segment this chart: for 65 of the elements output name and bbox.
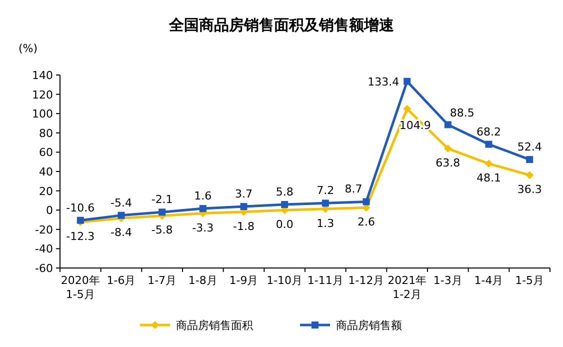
data-label: -5.8	[151, 224, 173, 237]
point	[526, 156, 534, 164]
x-tick-label: 1-6月	[106, 274, 136, 287]
point	[362, 198, 370, 206]
data-label: -1.8	[233, 220, 254, 233]
data-label: 68.2	[476, 125, 501, 138]
data-label: 48.1	[476, 172, 501, 185]
y-tick-label: 60	[39, 146, 53, 160]
point	[199, 205, 206, 212]
y-tick-label: 80	[39, 126, 53, 140]
data-label: -2.1	[151, 193, 173, 206]
point	[158, 208, 166, 216]
y-tick-label: -60	[35, 262, 53, 275]
point	[444, 121, 452, 128]
x-tick-label: 1-4月	[474, 274, 504, 287]
point	[484, 160, 493, 168]
y-tick-label: 20	[39, 184, 53, 198]
legend-label: 商品房销售面积	[176, 319, 253, 332]
point	[526, 171, 534, 180]
point	[281, 201, 288, 208]
point	[403, 104, 412, 113]
data-label: -5.4	[110, 196, 132, 210]
point	[404, 78, 411, 85]
x-tick-label: 1-5月	[515, 274, 544, 287]
data-label: 0.0	[276, 218, 294, 232]
chart-title: 全国商品房销售面积及销售额增速	[168, 16, 395, 34]
y-tick-label: 0	[46, 204, 53, 218]
data-label: 8.7	[344, 182, 362, 196]
data-label: 7.2	[316, 184, 334, 198]
data-label: -12.3	[66, 230, 95, 243]
x-tick-label: 1-8月	[188, 274, 218, 287]
point	[118, 212, 125, 219]
y-tick-label: 40	[39, 166, 53, 178]
data-label: 1.6	[194, 190, 212, 203]
y-tick-label: -40	[35, 242, 53, 256]
x-tick-label: 1-11月	[307, 274, 344, 287]
legend-label: 商品房销售额	[336, 319, 402, 332]
y-axis-title: (%)	[18, 42, 38, 55]
data-label: -8.4	[110, 226, 132, 240]
data-label: 52.4	[517, 140, 542, 154]
y-tick-label: 120	[32, 88, 53, 102]
y-tick-label: -20	[35, 223, 53, 236]
point	[444, 144, 452, 153]
x-tick-label: 2021年 1-2月	[388, 274, 427, 301]
data-label: 88.5	[450, 106, 474, 120]
data-label: 5.8	[276, 186, 294, 199]
data-label: 36.3	[517, 183, 542, 196]
point	[240, 203, 248, 210]
data-label: 1.3	[316, 216, 334, 230]
x-tick-label: 1-10月	[266, 274, 303, 287]
x-tick-label: 1-12月	[348, 274, 384, 287]
y-tick-label: 100	[32, 108, 53, 121]
x-tick-label: 2020年 1-5月	[60, 274, 100, 301]
x-tick-label: 1-7月	[148, 274, 177, 287]
data-label: 63.8	[436, 156, 460, 170]
data-label: -3.3	[192, 221, 214, 234]
data-label: 2.6	[358, 216, 375, 229]
point	[485, 140, 492, 148]
x-tick-label: 1-3月	[433, 274, 462, 287]
data-label: 133.4	[368, 75, 400, 88]
data-label: 3.7	[235, 188, 252, 201]
y-tick-label: 140	[32, 69, 53, 82]
point	[322, 200, 329, 207]
data-label: -10.6	[66, 201, 95, 214]
x-tick-label: 1-9月	[229, 274, 258, 287]
